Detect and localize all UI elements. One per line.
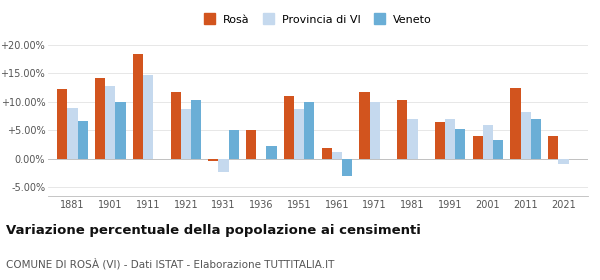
Bar <box>77 121 88 159</box>
Bar <box>435 122 445 159</box>
Bar <box>67 108 77 159</box>
Bar <box>407 119 418 159</box>
Bar <box>191 100 201 159</box>
Text: COMUNE DI ROSÀ (VI) - Dati ISTAT - Elaborazione TUTTITALIA.IT: COMUNE DI ROSÀ (VI) - Dati ISTAT - Elabo… <box>6 258 334 269</box>
Bar <box>57 89 67 159</box>
Bar <box>445 119 455 159</box>
Bar <box>370 102 380 159</box>
Bar <box>266 146 277 159</box>
Bar <box>332 152 342 159</box>
Legend: Rosà, Provincia di VI, Veneto: Rosà, Provincia di VI, Veneto <box>204 14 432 25</box>
Bar <box>229 130 239 159</box>
Bar <box>397 100 407 159</box>
Bar <box>342 159 352 176</box>
Bar <box>359 92 370 159</box>
Bar <box>208 159 218 161</box>
Bar <box>284 96 294 159</box>
Bar <box>455 129 466 159</box>
Bar <box>218 159 229 172</box>
Bar <box>483 125 493 159</box>
Text: Variazione percentuale della popolazione ai censimenti: Variazione percentuale della popolazione… <box>6 224 421 237</box>
Bar <box>559 159 569 164</box>
Bar <box>246 130 256 159</box>
Bar <box>294 109 304 159</box>
Bar <box>143 75 153 159</box>
Bar <box>170 92 181 159</box>
Bar <box>493 140 503 159</box>
Bar <box>511 88 521 159</box>
Bar <box>473 136 483 159</box>
Bar <box>133 53 143 159</box>
Bar <box>181 109 191 159</box>
Bar <box>521 112 531 159</box>
Bar <box>105 86 115 159</box>
Bar <box>548 136 559 159</box>
Bar <box>322 148 332 159</box>
Bar <box>115 102 125 159</box>
Bar <box>531 118 541 159</box>
Bar <box>304 102 314 159</box>
Bar <box>95 78 105 159</box>
